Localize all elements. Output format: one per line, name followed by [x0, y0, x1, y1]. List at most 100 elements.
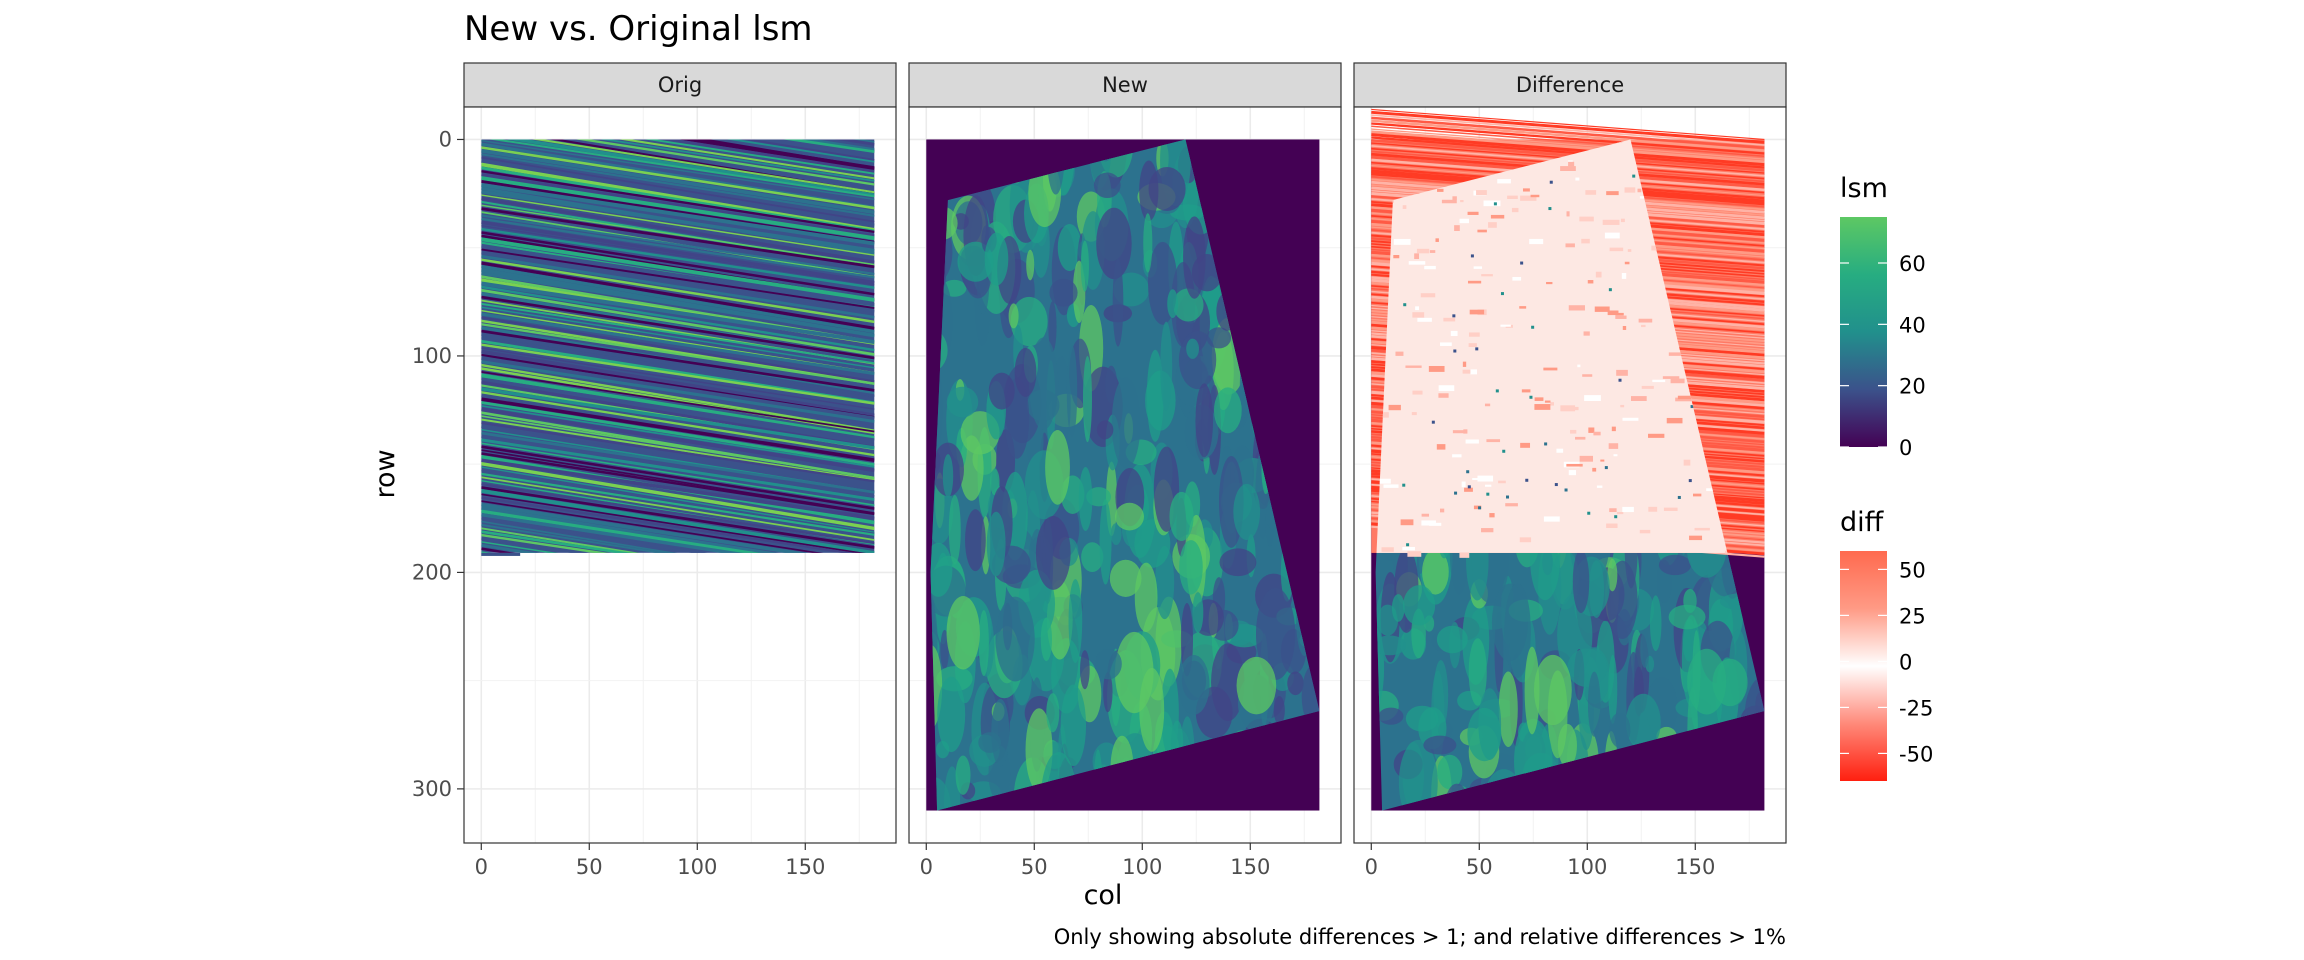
- diff-speck: [1600, 459, 1605, 462]
- raster-streak: [481, 405, 875, 468]
- raster-blob: [1213, 387, 1242, 434]
- raster-streak: [575, 139, 875, 186]
- diff-speck: [1546, 281, 1553, 285]
- diff-dot: [1554, 483, 1558, 487]
- raster-blob: [1048, 301, 1057, 353]
- facet-panels: Orig 0 50 100 150 New 0 50 100 150 Difference 0 50 10…: [463, 62, 1787, 879]
- raster-streak: [481, 196, 875, 264]
- diff-speck: [1543, 367, 1558, 371]
- diff-speck: [1462, 361, 1467, 367]
- diff-speck: [1529, 238, 1544, 245]
- raster-blob: [1524, 646, 1540, 735]
- diff-speck: [1488, 222, 1497, 228]
- raster-blob: [948, 495, 961, 565]
- diff-streak: [1371, 136, 1765, 169]
- raster-streak: [481, 438, 875, 502]
- diff-dot: [1520, 261, 1524, 265]
- diff-speck: [1602, 219, 1620, 225]
- diff-speck: [1677, 395, 1692, 400]
- raster-streak: [481, 316, 875, 383]
- x-tick-label: 0: [475, 855, 488, 879]
- raster-streak: [481, 227, 875, 289]
- diff-speck: [1566, 463, 1583, 467]
- diff-speck: [1609, 247, 1624, 252]
- raster-blob: [1112, 258, 1124, 347]
- diff-speck: [1393, 255, 1400, 259]
- raster-streak: [481, 231, 875, 296]
- diff-speck: [1468, 343, 1477, 348]
- diff-speck: [1464, 487, 1473, 492]
- raster-blob: [1057, 223, 1082, 272]
- raster-streak: [481, 488, 875, 553]
- strip-label: Orig: [658, 73, 702, 97]
- colorbar: [1840, 551, 1887, 781]
- raster-blob: [978, 732, 1002, 753]
- diff-dot: [1495, 389, 1499, 393]
- diff-speck: [1609, 508, 1617, 513]
- raster-blob: [1081, 542, 1104, 573]
- diff-speck: [1615, 315, 1627, 319]
- panel-orig: Orig 0 50 100 150: [463, 62, 897, 879]
- diff-speck: [1477, 475, 1494, 482]
- x-tick-label: 150: [785, 855, 825, 879]
- diff-dot: [1544, 442, 1548, 446]
- raster-blob: [946, 386, 979, 418]
- diff-dot: [1614, 515, 1618, 519]
- diff-speck: [1579, 455, 1594, 462]
- strip-difference: [1353, 62, 1787, 108]
- raster-blob: [1640, 629, 1650, 668]
- raster-blob: [984, 232, 1009, 286]
- diff-speck: [1476, 190, 1487, 196]
- diff-speck: [1454, 225, 1460, 231]
- strip-orig: [463, 62, 897, 108]
- raster-blob: [937, 676, 966, 753]
- raster-streak: [481, 394, 875, 460]
- x-tick-label: 100: [1567, 855, 1607, 879]
- raster-blob: [944, 766, 961, 811]
- diff-speck: [1497, 179, 1511, 184]
- diff-streak: [1371, 110, 1765, 144]
- raster-streak: [481, 166, 875, 233]
- raster-streak: [481, 407, 875, 473]
- raster-streak: [481, 472, 875, 536]
- diff-speck: [1500, 324, 1511, 327]
- diff-speck: [1570, 429, 1577, 434]
- legend-label: -25: [1899, 696, 1933, 720]
- diff-speck: [1544, 400, 1551, 403]
- raster-blob: [1609, 712, 1631, 748]
- raster-streak: [481, 415, 875, 479]
- diff-speck: [1534, 404, 1551, 410]
- diff-speck: [1388, 404, 1401, 411]
- raster-streak: [481, 329, 875, 392]
- raster-streak: [481, 449, 875, 514]
- raster-blob: [1668, 604, 1706, 630]
- raster-blob: [1625, 693, 1661, 751]
- raster-blob: [986, 511, 1006, 577]
- x-tick-label: 150: [1230, 855, 1270, 879]
- diff-speck: [1441, 199, 1457, 204]
- diff-speck: [1452, 430, 1465, 434]
- raster-streak: [481, 506, 779, 553]
- colorbar: [1840, 217, 1887, 447]
- y-tick-label: 0: [439, 127, 452, 151]
- diff-dot: [1402, 483, 1406, 487]
- raster-streak: [481, 347, 875, 410]
- diff-speck: [1579, 216, 1594, 222]
- raster-streak: [481, 391, 875, 457]
- diff-speck: [1588, 427, 1595, 433]
- legend-title: lsm: [1840, 173, 1888, 204]
- legend-label: -50: [1899, 742, 1933, 766]
- raster-streak: [481, 482, 875, 545]
- diff-streak: [1371, 122, 1765, 155]
- raster-streak: [481, 285, 875, 352]
- raster-blob: [1111, 376, 1141, 469]
- diff-speck: [1668, 352, 1685, 356]
- diff-speck: [1613, 454, 1618, 457]
- diff-speck: [1440, 342, 1452, 346]
- x-tick-label: 50: [1466, 855, 1493, 879]
- raster-streak: [489, 139, 875, 198]
- raster-blob: [1255, 587, 1296, 680]
- x-axis-title: col: [1084, 880, 1123, 911]
- diff-speck: [1662, 376, 1680, 379]
- diff-dot: [1690, 405, 1694, 409]
